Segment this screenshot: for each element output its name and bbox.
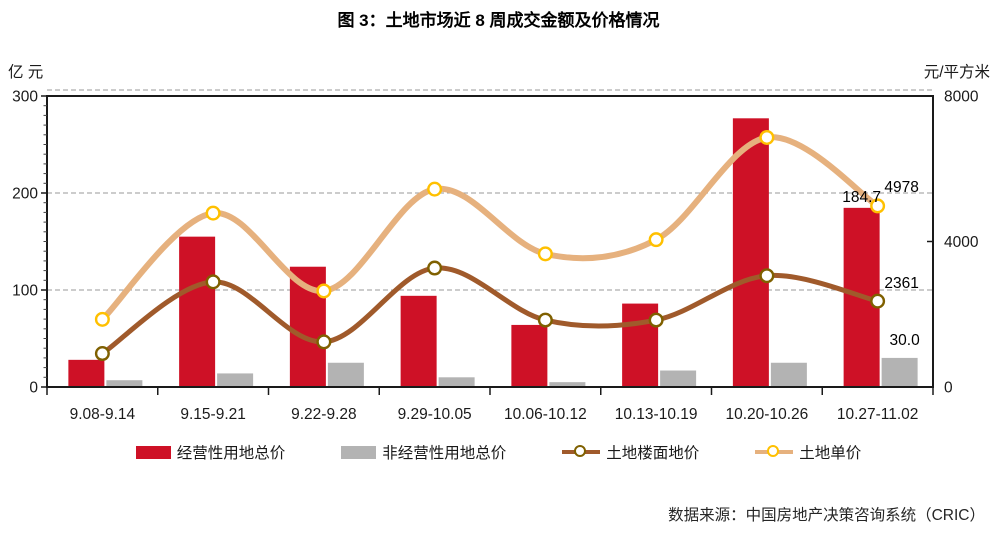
right-tick-label: 8000: [944, 89, 979, 106]
right-tick-label: 0: [944, 380, 953, 397]
bar-non-operational: [549, 382, 586, 387]
marker-unit-price: [870, 198, 886, 214]
x-category-label: 9.15-9.21: [180, 406, 246, 423]
label-unit-price: 4978: [884, 179, 918, 196]
chart-title: 图 3：土地市场近 8 周成交金额及价格情况: [337, 11, 660, 30]
bar-non-operational: [217, 373, 254, 387]
bar-operational: [400, 295, 437, 387]
left-tick-label: 0: [29, 380, 38, 397]
bar-operational: [68, 359, 105, 387]
marker-floor-price: [759, 268, 775, 284]
bar-operational: [511, 324, 548, 387]
legend-label: 经营性用地总价: [176, 445, 286, 462]
line-unit-price: [99, 134, 881, 323]
marker-unit-price: [759, 129, 775, 145]
x-category-label: 10.20-10.26: [726, 406, 809, 423]
legend: 经营性用地总价 非经营性用地总价 土地楼面地价 土地单价: [0, 441, 997, 463]
marker-unit-price: [648, 232, 664, 248]
marker-floor-price: [870, 293, 886, 309]
bar-non-operational: [327, 362, 364, 387]
legend-label: 非经营性用地总价: [382, 445, 507, 462]
marker-floor-price: [537, 312, 553, 328]
legend-swatch-gray-bar: [341, 445, 377, 459]
legend-label: 土地楼面地价: [606, 445, 700, 462]
legend-item-operational-land: 经营性用地总价: [135, 441, 286, 463]
marker-unit-price: [427, 181, 443, 197]
left-tick-label: 300: [12, 89, 38, 106]
data-source: 数据来源：中国房地产决策咨询系统（CRIC）: [668, 507, 985, 524]
marker-floor-price: [316, 334, 332, 350]
marker-floor-price: [205, 274, 221, 290]
light-ring-icon: [767, 445, 780, 457]
label-gray-bar: 30.0: [890, 332, 921, 349]
bar-operational: [732, 118, 769, 387]
legend-item-non-operational-land: 非经营性用地总价: [341, 441, 506, 463]
marker-unit-price: [316, 283, 332, 299]
x-category-label: 9.08-9.14: [70, 406, 136, 423]
right-tick-label: 4000: [944, 234, 979, 251]
x-category-label: 10.27-11.02: [837, 406, 919, 423]
left-tick-label: 100: [12, 283, 38, 300]
dark-ring-icon: [574, 445, 587, 457]
x-category-label: 9.22-9.28: [291, 406, 357, 423]
chart-canvas: 0 100 200 300 0 4000 8000 9.08-9.14 9.15-9.21 9.2…: [12, 89, 979, 424]
label-floor-price: 2361: [884, 275, 918, 292]
left-tick-label: 200: [12, 186, 38, 203]
legend-item-unit-price: 土地单价: [755, 441, 861, 463]
bar-operational: [179, 236, 216, 387]
x-category-label: 10.06-10.12: [504, 406, 587, 423]
marker-unit-price: [205, 205, 221, 221]
bar-non-operational: [770, 362, 807, 387]
label-red-bar: 184.7: [842, 189, 881, 206]
marker-floor-price: [94, 346, 110, 362]
bar-non-operational: [660, 370, 697, 387]
marker-floor-price: [648, 312, 664, 328]
legend-swatch-dark-line-marker: [562, 445, 601, 459]
x-category-label: 9.29-10.05: [398, 406, 472, 423]
bar-non-operational: [106, 380, 143, 387]
bar-non-operational: [438, 377, 475, 387]
left-axis-unit: 亿 元: [8, 64, 44, 81]
bar-non-operational: [881, 357, 918, 387]
line-floor-price: [99, 265, 881, 357]
right-axis-unit: 元/平方米: [923, 64, 990, 81]
legend-item-floor-price: 土地楼面地价: [562, 441, 699, 463]
legend-swatch-red-bar: [135, 445, 171, 459]
x-category-label: 10.13-10.19: [615, 406, 698, 423]
legend-label: 土地单价: [799, 445, 862, 462]
marker-unit-price: [537, 246, 553, 262]
marker-floor-price: [427, 260, 443, 276]
legend-swatch-light-line-marker: [755, 445, 794, 459]
marker-unit-price: [94, 311, 110, 327]
